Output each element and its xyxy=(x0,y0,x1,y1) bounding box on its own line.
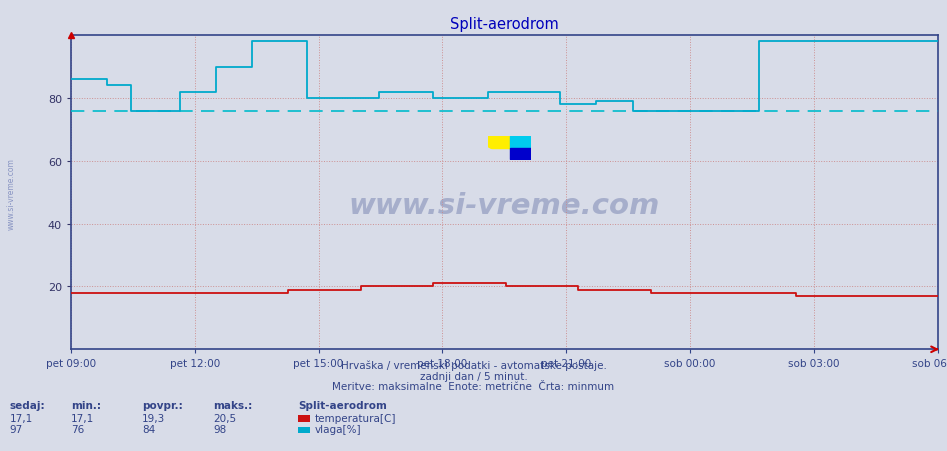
Text: sedaj:: sedaj: xyxy=(9,400,45,410)
Text: zadnji dan / 5 minut.: zadnji dan / 5 minut. xyxy=(420,371,527,381)
Text: povpr.:: povpr.: xyxy=(142,400,183,410)
Bar xyxy=(488,136,509,149)
Text: vlaga[%]: vlaga[%] xyxy=(314,424,361,434)
Title: Split-aerodrom: Split-aerodrom xyxy=(450,17,559,32)
Text: 98: 98 xyxy=(213,424,226,434)
Text: www.si-vreme.com: www.si-vreme.com xyxy=(7,158,16,230)
Polygon shape xyxy=(488,149,509,161)
Text: 84: 84 xyxy=(142,424,155,434)
Text: Split-aerodrom: Split-aerodrom xyxy=(298,400,387,410)
Text: min.:: min.: xyxy=(71,400,101,410)
Text: www.si-vreme.com: www.si-vreme.com xyxy=(348,191,660,219)
Text: 76: 76 xyxy=(71,424,84,434)
Text: 19,3: 19,3 xyxy=(142,413,166,423)
Text: maks.:: maks.: xyxy=(213,400,252,410)
Text: 17,1: 17,1 xyxy=(71,413,95,423)
Bar xyxy=(509,136,531,149)
Text: 20,5: 20,5 xyxy=(213,413,236,423)
Text: Meritve: maksimalne  Enote: metrične  Črta: minmum: Meritve: maksimalne Enote: metrične Črta… xyxy=(332,381,615,391)
Bar xyxy=(509,149,531,161)
Text: temperatura[C]: temperatura[C] xyxy=(314,413,396,423)
Text: 97: 97 xyxy=(9,424,23,434)
Text: 17,1: 17,1 xyxy=(9,413,33,423)
Text: Hrvaška / vremenski podatki - avtomatske postaje.: Hrvaška / vremenski podatki - avtomatske… xyxy=(341,360,606,370)
